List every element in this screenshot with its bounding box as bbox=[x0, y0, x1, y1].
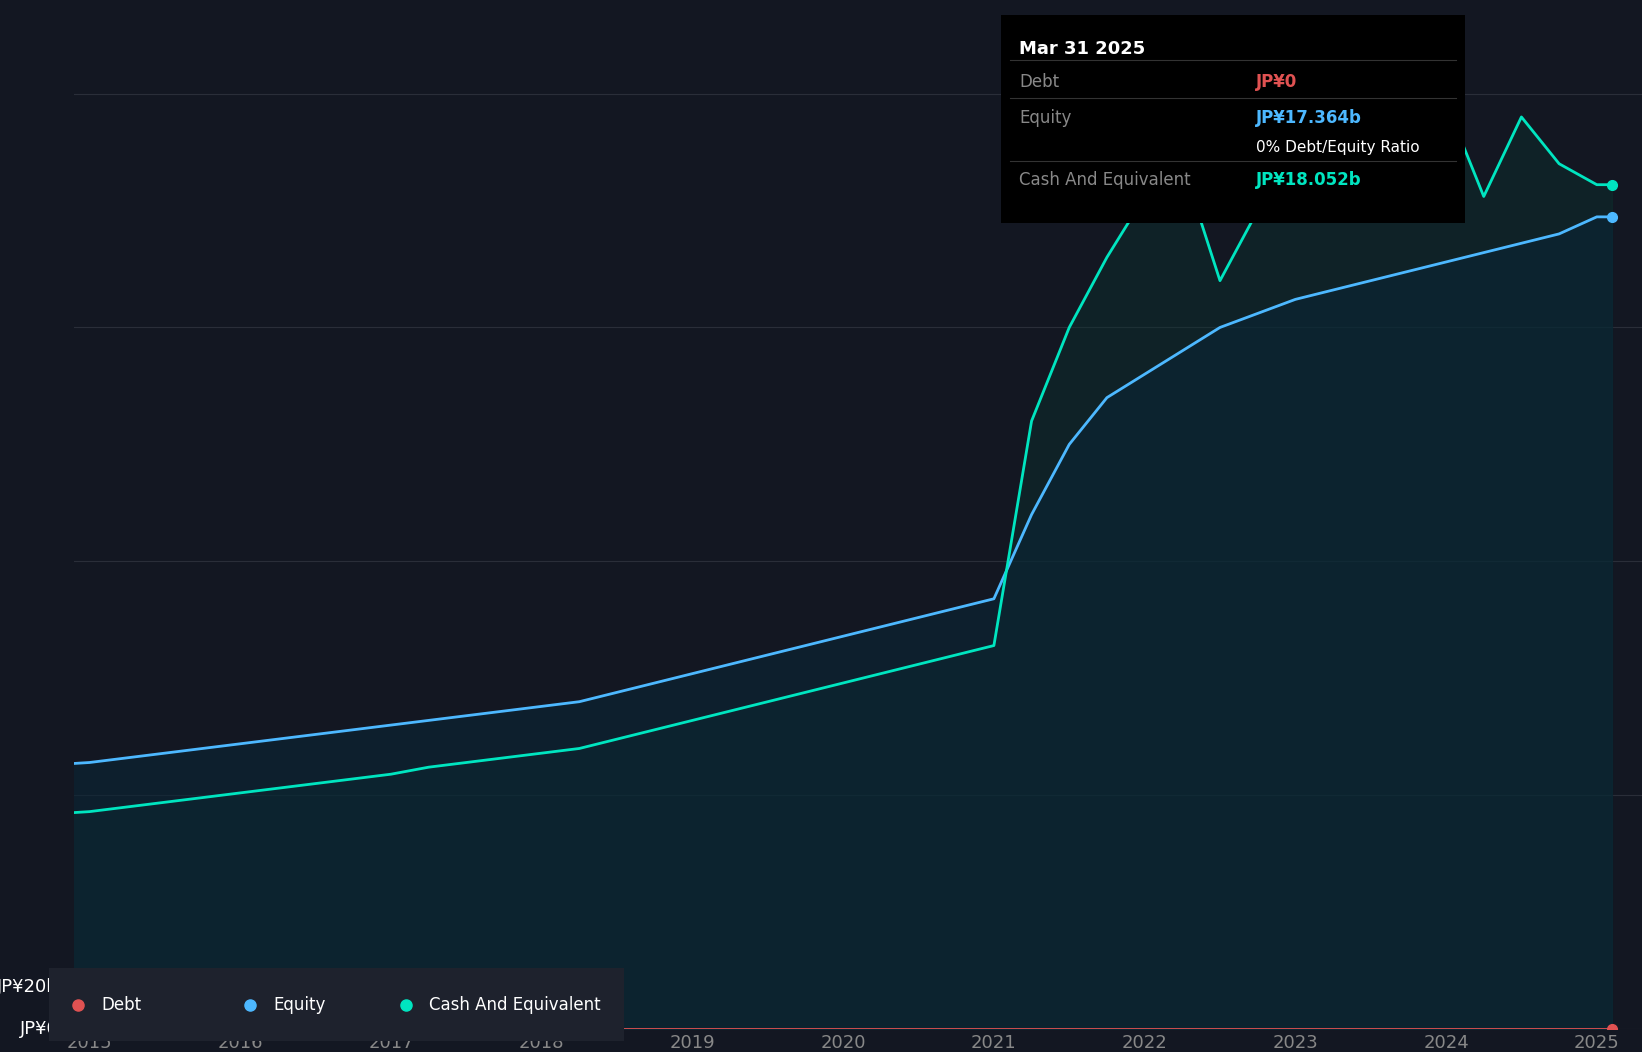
Text: JP¥20b: JP¥20b bbox=[0, 977, 59, 995]
Text: JP¥17.364b: JP¥17.364b bbox=[1256, 108, 1361, 126]
Text: Equity: Equity bbox=[273, 995, 325, 1014]
Text: 0% Debt/Equity Ratio: 0% Debt/Equity Ratio bbox=[1256, 140, 1420, 155]
Text: Debt: Debt bbox=[1020, 73, 1059, 92]
Text: Mar 31 2025: Mar 31 2025 bbox=[1020, 40, 1146, 58]
Text: JP¥18.052b: JP¥18.052b bbox=[1256, 171, 1361, 189]
Text: Equity: Equity bbox=[1020, 108, 1072, 126]
Text: Debt: Debt bbox=[102, 995, 141, 1014]
Text: Cash And Equivalent: Cash And Equivalent bbox=[1020, 171, 1190, 189]
Text: JP¥0: JP¥0 bbox=[1256, 73, 1297, 92]
Text: JP¥0: JP¥0 bbox=[20, 1020, 59, 1038]
Text: Cash And Equivalent: Cash And Equivalent bbox=[429, 995, 601, 1014]
